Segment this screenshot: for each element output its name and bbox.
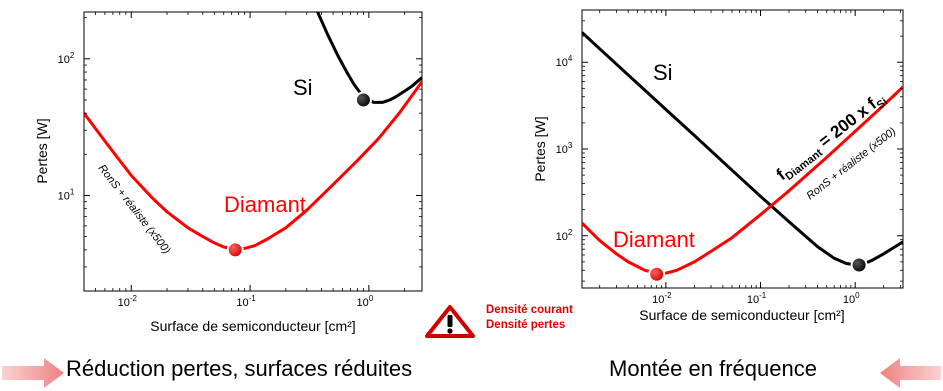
y-tick-label: 103 [556,141,573,156]
chart-losses-reduction: 10-2 10-1 100 101 102 Surface de semiconduc… [34,11,423,334]
series-line-diamant-right [582,85,903,275]
label-diamant-left: Diamant [224,192,306,217]
label-si-right: Si [653,60,673,85]
y-tick-label: 101 [58,187,75,202]
arrow-right-icon [2,358,64,388]
warning-triangle-icon [425,305,475,338]
warning-text-current-density: Densité courant [486,304,573,316]
caption-loss-reduction: Réduction pertes, surfaces réduites [66,356,413,381]
marker-si-right [850,256,868,274]
label-diamant-right: Diamant [613,227,695,252]
x-tick-label: 10-1 [747,291,767,306]
y-tick-label: 102 [58,51,75,66]
series-line-si-left [316,12,422,104]
series-line-si-right [582,31,903,267]
x-tick-label: 10-1 [236,294,256,309]
y-tick-label: 104 [556,54,573,69]
marker-diamant-left [226,241,244,259]
arrow-left-icon [880,358,941,388]
y-axis-label-left: Pertes [W] [34,118,50,183]
chart-frequency-increase: 10-2 10-1 100 102 103 104 Surface de semicon… [532,9,904,323]
marker-si-left [354,91,372,109]
marks-right [582,31,903,283]
caption-frequency-increase: Montée en fréquence [609,356,817,381]
marker-diamant-right [648,265,666,283]
marks-left [84,12,422,259]
x-tick-label: 10-2 [652,291,672,306]
plot-frame-left [83,11,423,292]
y-tick-label: 102 [556,228,573,243]
y-axis-label-right: Pertes [W] [532,116,548,181]
x-tick-label: 100 [357,294,374,309]
x-axis-label-right: Surface de semiconducteur [cm²] [639,307,844,323]
warning-text-loss-density: Densité pertes [486,319,566,331]
plot-frame-right [581,9,904,289]
x-tick-label: 10-2 [118,294,138,309]
x-axis-label-left: Surface de semiconducteur [cm²] [150,318,355,334]
label-si-left: Si [293,75,313,100]
x-tick-label: 100 [843,291,860,306]
